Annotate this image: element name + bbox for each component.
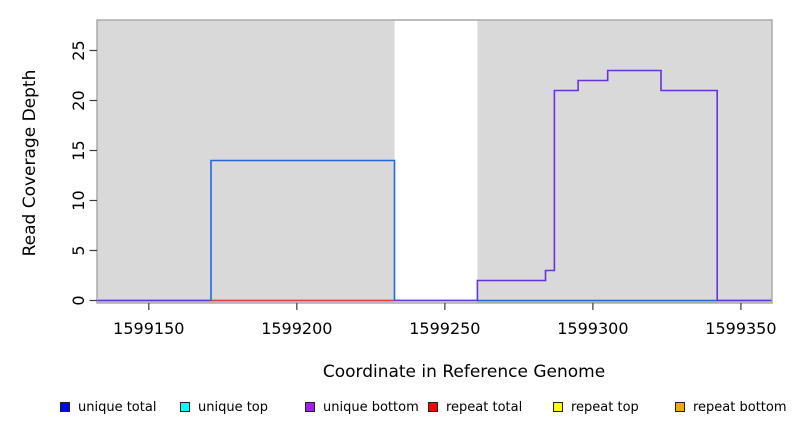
legend-item-unique-bottom: unique bottom: [305, 399, 419, 415]
legend: unique total unique top unique bottom repea…: [0, 399, 792, 417]
y-axis-title: Read Coverage Depth: [20, 69, 40, 257]
legend-label: unique bottom: [323, 399, 419, 415]
masked-region: [394, 20, 478, 303]
legend-item-repeat-total: repeat total: [428, 399, 522, 415]
x-tick-label: 1599350: [705, 319, 776, 338]
y-tick-label: 0: [69, 295, 88, 305]
x-axis-title: Coordinate in Reference Genome: [322, 362, 606, 382]
x-tick-label: 1599200: [261, 319, 332, 338]
legend-swatch-icon: [428, 402, 438, 412]
y-tick-label: 25: [69, 40, 88, 60]
legend-swatch-icon: [180, 402, 190, 412]
y-tick-label: 10: [69, 190, 88, 210]
y-tick-label: 15: [69, 140, 88, 160]
legend-label: unique top: [198, 399, 269, 415]
legend-swatch-icon: [675, 402, 685, 412]
y-tick-label: 20: [69, 90, 88, 110]
legend-swatch-icon: [60, 402, 70, 412]
legend-item-repeat-bottom: repeat bottom: [675, 399, 787, 415]
x-tick-label: 1599150: [113, 319, 184, 338]
legend-item-repeat-top: repeat top: [553, 399, 639, 415]
legend-item-unique-top: unique top: [180, 399, 268, 415]
x-tick-label: 1599300: [557, 319, 628, 338]
legend-swatch-icon: [553, 402, 563, 412]
x-tick-label: 1599250: [409, 319, 480, 338]
legend-label: repeat bottom: [693, 399, 787, 415]
legend-swatch-icon: [305, 402, 315, 412]
series-line-unique-bottom: [97, 69, 772, 302]
plot-border: [96, 19, 773, 304]
y-tick-label: 5: [69, 245, 88, 255]
legend-label: repeat total: [446, 399, 523, 415]
legend-label: unique total: [78, 399, 157, 415]
legend-label: repeat top: [571, 399, 639, 415]
legend-item-unique-total: unique total: [60, 399, 156, 415]
x-axis-title-row: Coordinate in Reference Genome: [0, 362, 792, 382]
